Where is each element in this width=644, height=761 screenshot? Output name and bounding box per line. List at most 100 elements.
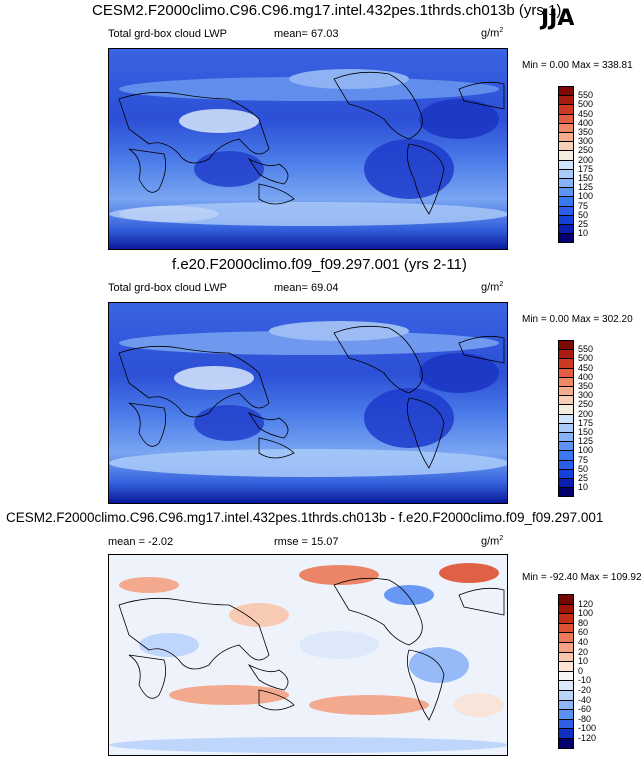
colorbar-swatch [558, 367, 574, 378]
colorbar-swatch [558, 86, 574, 97]
colorbar-tick-label: 500 [578, 99, 594, 110]
colorbar-tick-label: 125 [578, 182, 594, 193]
colorbar-tick-label: 10 [578, 228, 589, 239]
panel-1-map [108, 48, 508, 250]
panel-1-units: g/m2 [481, 27, 504, 40]
colorbar-swatch [558, 478, 574, 489]
colorbar-tick-label: 75 [578, 200, 589, 211]
panel-3-units: g/m2 [481, 535, 504, 548]
panel-3-minmax: Min = -92.40 Max = 109.92 [522, 572, 642, 583]
panel-2-title: f.e20.F2000climo.f09_f09.297.001 (yrs 2-… [172, 256, 467, 273]
panel-3-map [108, 554, 508, 756]
colorbar-tick-label: 60 [578, 627, 589, 638]
colorbar-swatch [558, 632, 574, 643]
colorbar-tick-label: 125 [578, 436, 594, 447]
colorbar-tick-label: 175 [578, 163, 594, 174]
colorbar-swatch [558, 224, 574, 235]
colorbar-tick-label: -10 [578, 675, 592, 686]
colorbar-swatch [558, 661, 574, 672]
colorbar-tick-label: 200 [578, 408, 594, 419]
colorbar-tick-label: 120 [578, 598, 594, 609]
colorbar-swatch [558, 690, 574, 701]
colorbar-tick-label: 250 [578, 399, 594, 410]
colorbar-tick-label: 25 [578, 473, 589, 483]
panel-1-field: Total grd-box cloud LWP [108, 28, 228, 40]
panel-1-minmax: Min = 0.00 Max = 338.81 [522, 60, 633, 71]
cloud-bands [109, 69, 507, 226]
colorbar-tick-label: 450 [578, 108, 594, 119]
colorbar-tick-label: -20 [578, 685, 592, 695]
panel-3-rmse: rmse = 15.07 [274, 536, 339, 548]
colorbar-tick-label: 40 [578, 637, 589, 647]
colorbar-tick-label: 150 [578, 173, 594, 183]
colorbar-swatch [558, 205, 574, 216]
colorbar-tick-label: 10 [578, 656, 589, 667]
colorbar-tick-label: 100 [578, 608, 594, 619]
colorbar-tick-label: 100 [578, 445, 594, 456]
colorbar-tick-label: 550 [578, 344, 594, 355]
colorbar-tick-label: -60 [578, 704, 592, 715]
colorbar-swatch [558, 594, 574, 605]
colorbar-swatch [558, 159, 574, 170]
colorbar-swatch [558, 150, 574, 161]
panel-2-mean: mean= 69.04 [274, 282, 339, 294]
colorbar-swatch [558, 718, 574, 730]
colorbar-tick-label: 50 [578, 209, 589, 220]
panel-1-mean: mean= 67.03 [274, 28, 339, 40]
colorbar-swatch [558, 358, 574, 369]
colorbar-swatch [558, 95, 574, 106]
colorbar-swatch [558, 178, 574, 189]
coastlines [118, 71, 505, 215]
colorbar-swatch [558, 603, 574, 615]
colorbar-swatch [558, 196, 574, 207]
colorbar-swatch [558, 141, 574, 152]
colorbar-swatch [558, 738, 574, 749]
colorbar-swatch [558, 459, 574, 470]
colorbar-tick-label: 450 [578, 362, 594, 373]
panel-3-mean: mean = -2.02 [108, 536, 174, 548]
colorbar-tick-label: 300 [578, 136, 594, 147]
colorbar-tick-label: 10 [578, 482, 589, 493]
colorbar-tick-label: 175 [578, 417, 594, 428]
panel-2-field: Total grd-box cloud LWP [108, 282, 228, 294]
colorbar-swatch [558, 651, 574, 663]
colorbar-tick-label: 20 [578, 646, 589, 657]
colorbar-swatch [558, 422, 574, 433]
colorbar-swatch [558, 680, 574, 691]
colorbar-tick-label: 75 [578, 454, 589, 465]
colorbar-tick-label: -100 [578, 723, 597, 734]
panel-2-map [108, 302, 508, 504]
panel-2-minmax: Min = 0.00 Max = 302.20 [522, 314, 633, 325]
colorbar-swatch [558, 699, 574, 711]
colorbar-swatch [558, 728, 574, 739]
panel-2-units: g/m2 [481, 281, 504, 294]
colorbar-tick-label: 350 [578, 381, 594, 391]
colorbar-swatch [558, 386, 574, 397]
colorbar-swatch [558, 233, 574, 244]
colorbar-tick-label: 80 [578, 617, 589, 628]
panel-3-title: CESM2.F2000climo.C96.C96.mg17.intel.432p… [6, 510, 604, 525]
colorbar-swatch [558, 404, 574, 415]
colorbar-tick-label: 0 [578, 665, 584, 676]
colorbar-swatch [558, 104, 574, 115]
colorbar-swatch [558, 376, 574, 387]
colorbar-swatch [558, 622, 574, 634]
colorbar-swatch [558, 709, 574, 720]
colorbar-tick-label: -40 [578, 694, 592, 705]
colorbar-swatch [558, 187, 574, 198]
colorbar-swatch [558, 413, 574, 424]
colorbar-swatch [558, 214, 574, 225]
colorbar-swatch [558, 122, 574, 133]
colorbar-tick-label: 400 [578, 117, 594, 128]
colorbar-tick-label: 400 [578, 371, 594, 382]
colorbar-swatch [558, 450, 574, 461]
colorbar-tick-label: 100 [578, 191, 594, 202]
colorbar-swatch [558, 168, 574, 179]
colorbar-swatch [558, 132, 574, 143]
colorbar-tick-label: -80 [578, 713, 592, 724]
colorbar-swatch [558, 468, 574, 479]
colorbar-tick-label: 25 [578, 219, 589, 229]
coastlines [118, 325, 505, 469]
colorbar-swatch [558, 487, 574, 498]
colorbar-tick-label: 50 [578, 463, 589, 474]
